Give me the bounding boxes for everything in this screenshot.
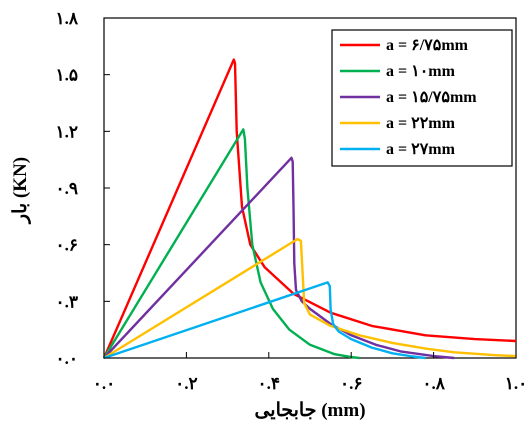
y-tick-label-6: ۱.۸ [55, 9, 78, 28]
x-axis-title: جابجایی (mm) [254, 400, 365, 421]
series-line-1 [102, 58, 517, 359]
x-tick-label-0: ۰.۰ [93, 374, 116, 393]
y-tick-label-4: ۱.۲ [55, 122, 78, 141]
legend-label-2: a = ۱۰mm [386, 63, 456, 80]
series-line-4 [103, 237, 517, 360]
series-line-2 [102, 128, 360, 360]
x-tick-label-1: ۰.۲ [175, 374, 198, 393]
legend: a = ۶/۷۵mm a = ۱۰mm a = ۱۵/۷۵mm a = ۲۲mm a =… [331, 29, 513, 167]
legend-label-3: a = ۱۵/۷۵mm [386, 89, 477, 106]
legend-label-4: a = ۲۲mm [386, 115, 456, 132]
x-tick-label-5: ۱.۰ [505, 374, 528, 393]
series-layer [102, 58, 517, 360]
y-tick-label-1: ۰.۳ [55, 292, 78, 311]
y-tick-label-3: ۰.۹ [55, 179, 78, 198]
y-tick-label-2: ۰.۶ [55, 236, 78, 255]
x-tick-label-4: ۰.۸ [422, 374, 445, 393]
x-tick-label-2: ۰.۴ [258, 374, 281, 393]
series-line-5 [103, 281, 426, 360]
legend-label-5: a = ۲۷mm [386, 141, 456, 158]
legend-label-1: a = ۶/۷۵mm [386, 37, 469, 54]
x-axis-ticks: ۰.۰ ۰.۲ ۰.۴ ۰.۶ ۰.۸ ۱.۰ [93, 352, 528, 393]
x-tick-label-3: ۰.۶ [340, 374, 363, 393]
y-tick-label-0: ۰.۰ [55, 349, 78, 368]
y-axis-ticks: ۰.۰ ۰.۳ ۰.۶ ۰.۹ ۱.۲ ۱.۵ ۱.۸ [55, 9, 110, 368]
y-tick-label-5: ۱.۵ [55, 66, 78, 85]
y-axis-title: بار (KN) [10, 157, 31, 225]
